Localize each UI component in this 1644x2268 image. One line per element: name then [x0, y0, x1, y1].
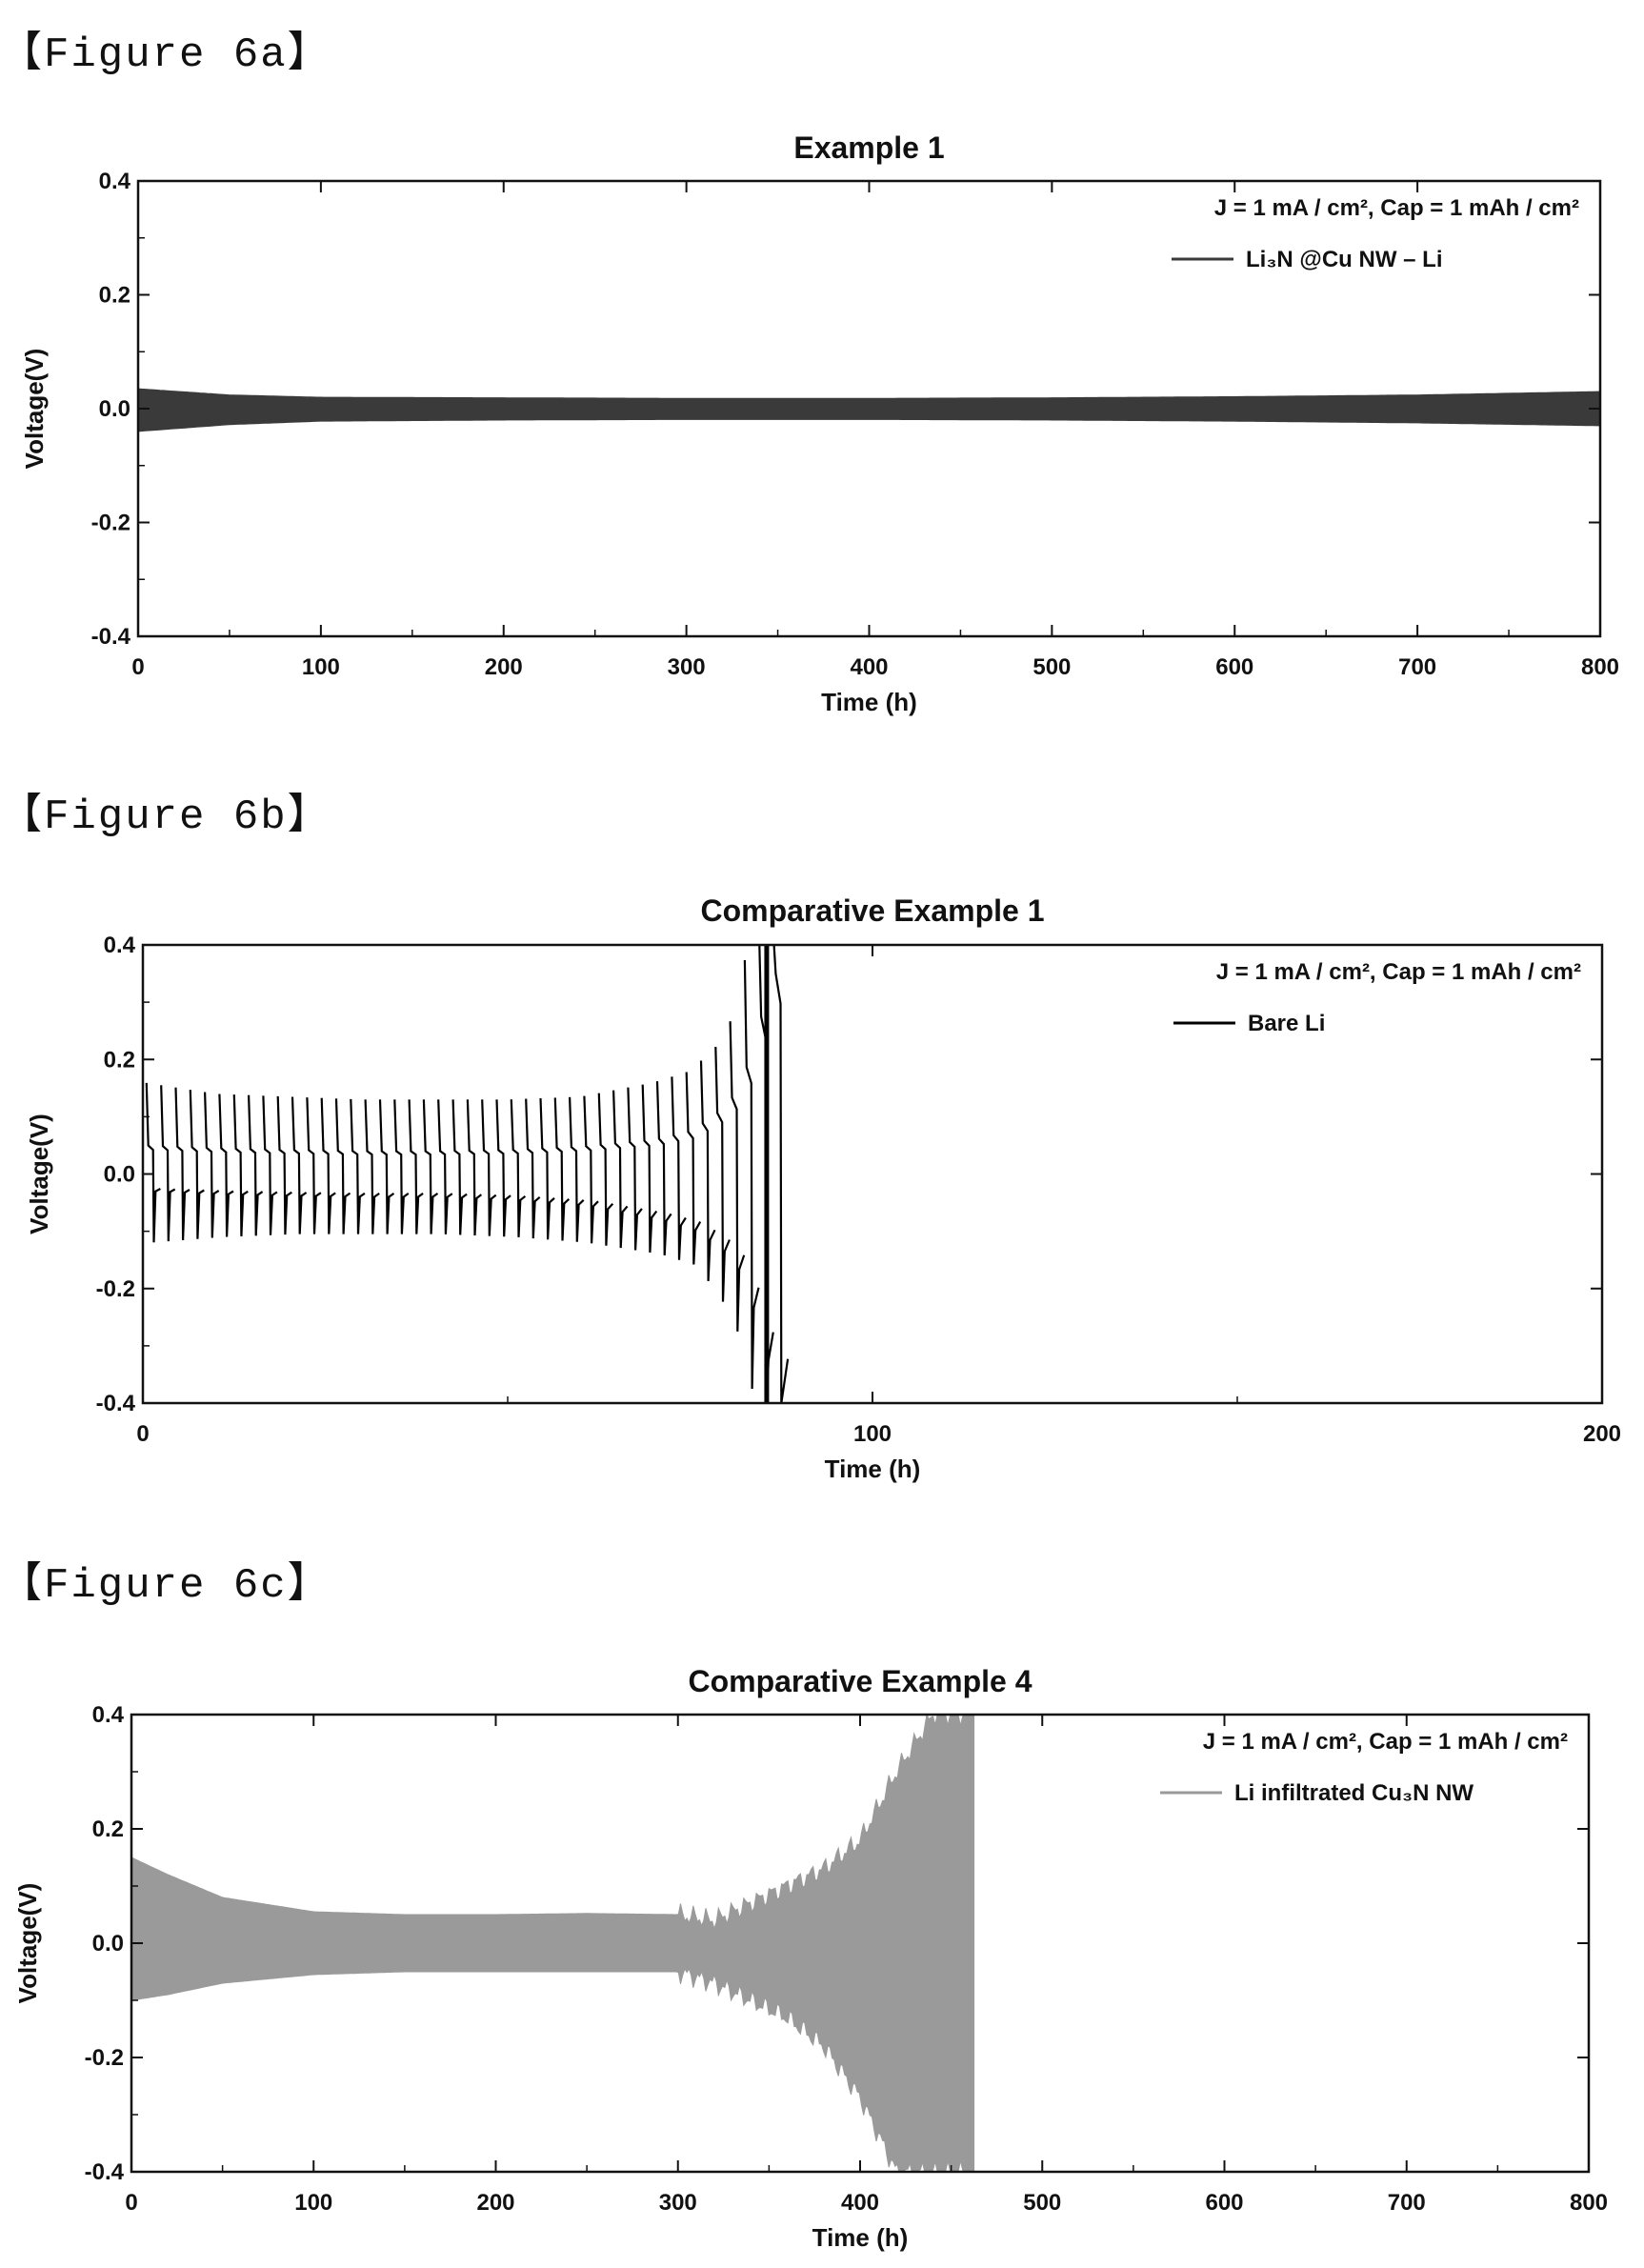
x-tick-label: 200 [476, 2190, 514, 2216]
chart-comparative-example-1: Comparative Example 1 0 100 200 -0.4 -0.2 0.0 0… [25, 893, 1621, 1483]
x-axis-label: Time (h) [812, 2223, 909, 2252]
chart-title: Example 1 [793, 130, 944, 165]
y-tick-label: -0.4 [91, 624, 131, 650]
figure-6c-caption: 【Figure 6c】 [0, 1562, 331, 1610]
figure-6a-caption: 【Figure 6a】 [0, 31, 331, 79]
y-tick-label: 0.4 [99, 169, 131, 194]
chart-annotation: J = 1 mA / cm², Cap = 1 mAh / cm² [1203, 1729, 1568, 1755]
legend-label: Li₃N @Cu NW – Li [1246, 247, 1442, 272]
plot-frame [141, 943, 1604, 1405]
y-tick-label: 0.2 [104, 1047, 135, 1073]
x-tick-label: 100 [294, 2190, 332, 2216]
y-tick-label: 0.2 [92, 1816, 124, 1842]
y-tick-label: -0.2 [96, 1276, 135, 1302]
y-tick-label: 0.4 [92, 1702, 125, 1728]
series-group [138, 388, 1600, 432]
x-tick-label: 300 [659, 2190, 697, 2216]
x-tick-label: 800 [1570, 2190, 1608, 2216]
x-tick-label: 800 [1581, 654, 1619, 680]
y-tick-label: 0.0 [92, 1931, 124, 1957]
x-tick-label: 600 [1205, 2190, 1243, 2216]
y-tick-label: -0.4 [96, 1391, 136, 1416]
y-axis-label: Voltage(V) [20, 349, 49, 470]
chart-title: Comparative Example 4 [688, 1664, 1032, 1698]
y-tick-label: -0.2 [85, 2045, 124, 2071]
figure-6b-caption: 【Figure 6b】 [0, 793, 331, 841]
x-tick-label: 100 [302, 654, 340, 680]
y-tick-label: -0.4 [85, 2159, 125, 2185]
chart-comparative-example-4: Comparative Example 4 0 100 200 300 400 500 600… [13, 1664, 1608, 2252]
x-tick-label: 200 [485, 654, 523, 680]
x-axis-label: Time (h) [821, 688, 917, 716]
y-tick-label: 0.0 [104, 1162, 135, 1188]
y-axis-label: Voltage(V) [13, 1883, 42, 2004]
x-tick-label: 200 [1583, 1421, 1621, 1447]
y-tick-label: 0.4 [104, 933, 136, 958]
x-tick-label: 0 [136, 1421, 149, 1447]
legend-label: Li infiltrated Cu₃N NW [1234, 1780, 1474, 1806]
chart-annotation: J = 1 mA / cm², Cap = 1 mAh / cm² [1214, 195, 1579, 221]
chart-title: Comparative Example 1 [700, 893, 1044, 928]
x-tick-label: 600 [1215, 654, 1253, 680]
y-tick-label: 0.0 [99, 396, 130, 422]
x-tick-label: 0 [131, 654, 144, 680]
x-tick-label: 700 [1398, 654, 1436, 680]
chart-example-1: Example 1 0 100 200 300 400 500 600 700 800 -0.4 -0… [20, 130, 1619, 716]
x-tick-label: 400 [850, 654, 888, 680]
series-group [131, 1715, 975, 2172]
x-axis-label: Time (h) [825, 1455, 921, 1483]
x-tick-label: 500 [1023, 2190, 1061, 2216]
chart-annotation: J = 1 mA / cm², Cap = 1 mAh / cm² [1216, 959, 1581, 985]
y-tick-label: -0.2 [91, 511, 130, 536]
x-tick-label: 700 [1388, 2190, 1426, 2216]
series-band-li3n-cu-nw [138, 388, 1600, 432]
series-band-li-infiltrated [131, 1715, 974, 2172]
legend-label: Bare Li [1248, 1011, 1325, 1036]
x-tick-label: 100 [853, 1421, 892, 1447]
y-tick-label: 0.2 [99, 283, 130, 309]
x-tick-label: 400 [841, 2190, 879, 2216]
x-tick-label: 0 [125, 2190, 137, 2216]
y-axis-label: Voltage(V) [25, 1114, 53, 1234]
x-tick-label: 500 [1033, 654, 1071, 680]
series-line-bare-li [145, 945, 790, 1403]
series-group [145, 945, 790, 1403]
x-tick-label: 300 [668, 654, 706, 680]
